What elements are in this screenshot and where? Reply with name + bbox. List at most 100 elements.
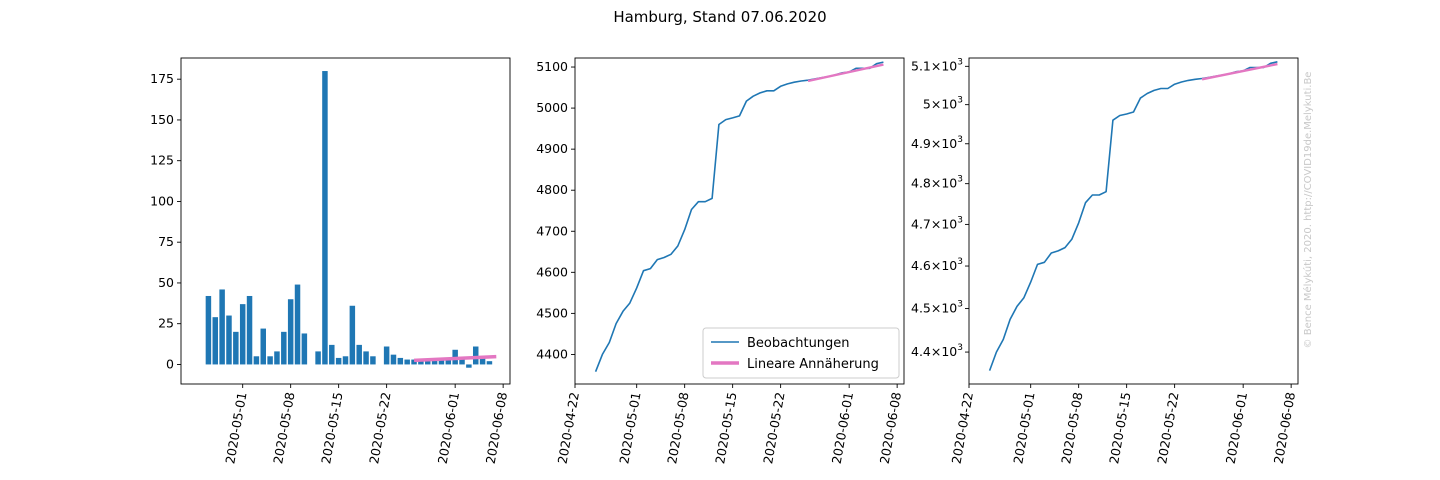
x-tick-label: 2020-05-01 <box>616 391 643 465</box>
daily-bar <box>445 357 452 365</box>
x-tick-label: 2020-05-08 <box>664 391 691 465</box>
daily-bar <box>356 344 362 365</box>
y-tick-label: 50 <box>158 275 174 290</box>
daily-bar <box>274 351 280 365</box>
daily-bar <box>267 356 273 365</box>
daily-bar <box>219 289 225 365</box>
legend-label-observations: Beobachtungen <box>747 336 850 351</box>
legend-label-fit: Lineare Annäherung <box>747 357 879 372</box>
daily-bar <box>226 315 232 365</box>
y-tick-label: 125 <box>150 153 174 168</box>
fit-line <box>807 63 884 83</box>
daily-bar <box>383 346 390 365</box>
figure-title: Hamburg, Stand 07.06.2020 <box>613 8 826 26</box>
daily-bar <box>315 351 321 365</box>
daily-bar <box>404 359 410 365</box>
x-tick-label: 2020-06-01 <box>435 391 462 465</box>
y-tick-label: 25 <box>158 316 174 331</box>
daily-bar <box>479 357 486 365</box>
copyright-watermark: © Bence Mélykúti, 2020. http://COVID19de… <box>1302 72 1314 349</box>
y-tick-label: 5×103 <box>923 96 963 112</box>
plot-frame <box>574 57 905 385</box>
y-tick-label: 4500 <box>536 305 568 320</box>
daily-bar <box>390 354 397 365</box>
y-tick-label: 150 <box>150 112 174 127</box>
y-tick-label: 4.6×103 <box>911 257 963 273</box>
daily-bar <box>397 357 404 365</box>
y-tick-label: 4800 <box>536 182 568 197</box>
daily-bar <box>370 356 376 365</box>
daily-bar <box>349 305 356 365</box>
x-tick-label: 2020-05-22 <box>366 391 393 465</box>
panel-cumulative-log: 4.4×103 4.5×103 4.6×103 4.7×103 4.8×103 4.9×1… <box>911 57 1299 465</box>
daily-bar <box>329 344 335 365</box>
x-tick-label: 2020-05-15 <box>1106 391 1133 465</box>
y-tick-label: 0 <box>166 356 174 371</box>
daily-bar <box>301 333 308 365</box>
daily-bar <box>431 359 438 365</box>
y-tick-label: 175 <box>150 71 174 86</box>
daily-bar <box>425 361 431 365</box>
x-tick-label: 2020-05-01 <box>1010 391 1037 465</box>
daily-bar <box>411 359 417 365</box>
x-tick-label: 2020-06-08 <box>483 391 510 465</box>
observations-line <box>594 61 884 372</box>
x-tick-label: 2020-06-01 <box>1223 391 1250 465</box>
daily-bar <box>212 317 219 365</box>
y-tick-label: 4.8×103 <box>911 175 963 191</box>
daily-bar <box>466 364 472 368</box>
daily-bar <box>246 295 253 365</box>
x-tick-label: 2020-06-01 <box>829 391 856 465</box>
x-tick-label: 2020-05-01 <box>222 391 249 465</box>
fit-line <box>1201 62 1278 81</box>
y-tick-label: 4.4×103 <box>911 343 963 359</box>
y-tick-label: 5100 <box>536 59 568 74</box>
x-tick-label: 2020-05-08 <box>1058 391 1085 465</box>
x-tick-label: 2020-05-08 <box>270 391 297 465</box>
x-tick-label: 2020-05-15 <box>318 391 345 465</box>
y-tick-label: 5000 <box>536 100 568 115</box>
daily-bar <box>294 284 301 365</box>
daily-bar <box>438 359 445 365</box>
daily-bar <box>205 295 212 365</box>
x-tick-label: 2020-05-22 <box>760 391 787 465</box>
daily-bar <box>418 359 424 365</box>
plot-frame <box>968 57 1299 385</box>
y-tick-label: 4700 <box>536 223 568 238</box>
x-tick-label: 2020-05-22 <box>1154 391 1181 465</box>
y-tick-label: 4.9×103 <box>911 135 963 151</box>
x-tick-label: 2020-05-15 <box>712 391 739 465</box>
legend-box <box>702 327 900 379</box>
daily-bar <box>260 328 266 365</box>
y-tick-label: 75 <box>158 234 174 249</box>
y-tick-label: 4400 <box>536 346 568 361</box>
daily-bar <box>342 356 349 365</box>
panel-daily-cases: 0 25 50 75 100 125 150 175 2020-05-01 2020-05-08 2… <box>150 57 511 465</box>
plot-frame <box>180 57 511 385</box>
x-tick-label: 2020-06-08 <box>1271 391 1298 465</box>
x-tick-label: 2020-06-08 <box>877 391 904 465</box>
daily-bar <box>363 351 369 365</box>
y-tick-label: 4600 <box>536 264 568 279</box>
daily-bar <box>486 361 493 365</box>
daily-bar <box>459 357 465 365</box>
y-tick-label: 5.1×103 <box>911 57 963 73</box>
daily-bar <box>239 304 246 365</box>
daily-bar <box>281 331 287 365</box>
daily-bar <box>322 71 328 365</box>
fit-line <box>413 354 497 363</box>
y-tick-label: 4.5×103 <box>911 300 963 316</box>
y-tick-label: 100 <box>150 193 174 208</box>
observations-line <box>988 61 1278 371</box>
x-tick-label: 2020-04-22 <box>949 391 976 465</box>
daily-bar <box>335 357 342 365</box>
panel-cumulative-linear: 4400 4500 4600 4700 4800 4900 5000 5100 2020-04-… <box>536 57 905 465</box>
legend: Beobachtungen Lineare Annäherung <box>702 327 900 379</box>
y-tick-label: 4.7×103 <box>911 215 963 231</box>
y-tick-label: 4900 <box>536 141 568 156</box>
x-tick-label: 2020-04-22 <box>555 391 582 465</box>
daily-bar <box>287 299 294 365</box>
daily-bar <box>253 356 260 365</box>
daily-bar <box>233 331 239 365</box>
